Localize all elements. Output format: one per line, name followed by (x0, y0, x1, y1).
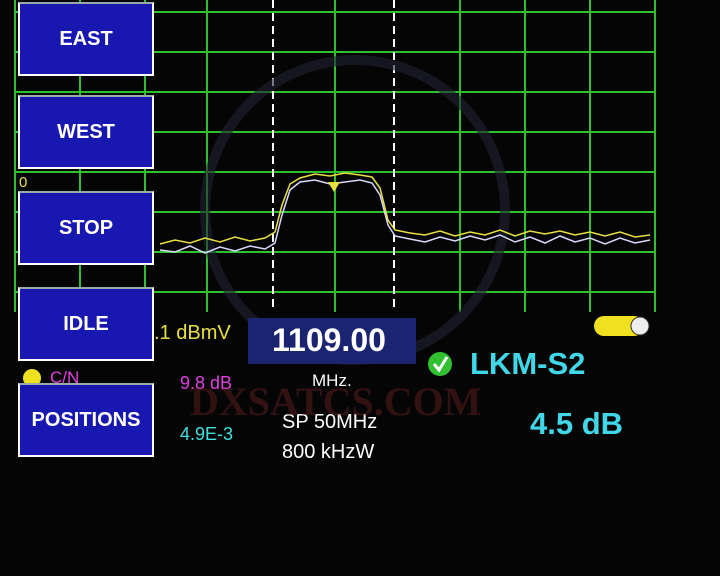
ber-reading: 4.9E-3 (180, 424, 234, 444)
frequency-unit: MHz. (312, 371, 352, 390)
peak-marker (328, 182, 340, 192)
reference-label: 0 (19, 174, 28, 191)
trace-max (159, 172, 651, 245)
menu-button[interactable]: STOP (18, 191, 154, 265)
trace-min (159, 179, 651, 254)
menu-button[interactable]: POSITIONS (18, 383, 154, 457)
battery-icon (594, 316, 644, 336)
lock-icon (428, 352, 452, 376)
rbw: 800 kHzW (282, 441, 375, 463)
frequency-value: 1109.00 (272, 322, 386, 358)
signal-name: LKM-S2 (470, 346, 586, 381)
signal-margin: 4.5 dB (530, 406, 624, 441)
lock-check (432, 356, 449, 373)
menu-button[interactable]: WEST (18, 95, 154, 169)
menu-button[interactable]: IDLE (18, 287, 154, 361)
level-reading: .1 dBmV (154, 322, 231, 344)
cn-reading: 9.8 dB (180, 373, 233, 393)
marker-lines (272, 0, 395, 312)
span: SP 50MHz (282, 411, 378, 433)
frequency-box (248, 318, 416, 364)
watermark: DXSATCS.COM (190, 379, 482, 424)
battery-cap (630, 316, 650, 336)
menu-button[interactable]: EAST (18, 2, 154, 76)
warning-icon (23, 369, 41, 387)
cn-label: C/N (50, 368, 80, 387)
